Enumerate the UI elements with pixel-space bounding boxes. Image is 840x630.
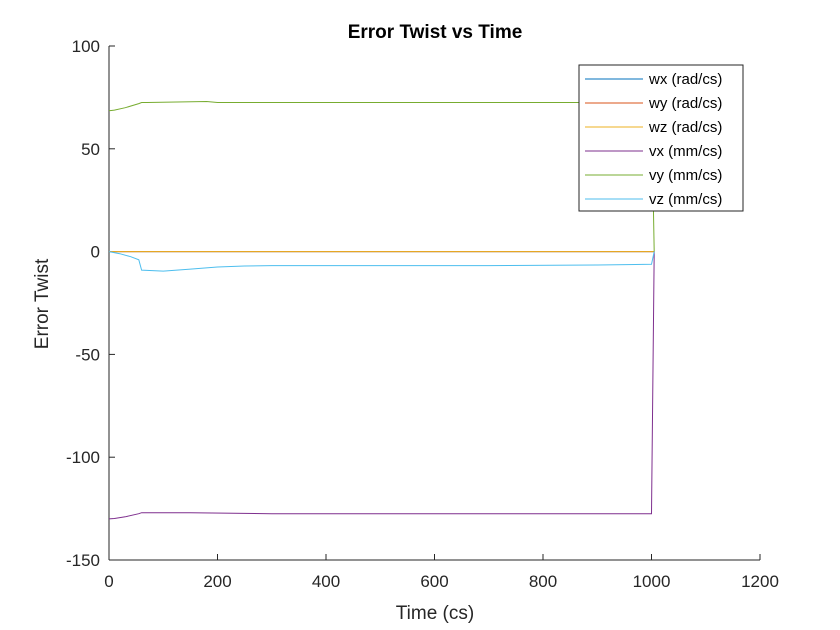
chart-legend: wx (rad/cs) wy (rad/cs) wz (rad/cs) vx (mm/… <box>578 64 744 212</box>
y-tick-label: 50 <box>81 140 100 159</box>
y-tick-label: -100 <box>66 448 100 467</box>
series-line-6 <box>108 251 655 272</box>
x-tick-label: 200 <box>203 572 231 591</box>
y-tick-label: 100 <box>72 37 100 56</box>
series-line-5 <box>108 100 655 252</box>
legend-label: wz (rad/cs) <box>648 119 722 136</box>
y-axis-label: Error Twist <box>32 258 53 349</box>
y-tick-label: -50 <box>75 345 100 364</box>
y-tick-label: -150 <box>66 551 100 570</box>
x-tick-label: 400 <box>312 572 340 591</box>
x-tick-label: 1000 <box>633 572 671 591</box>
legend-label: wx (rad/cs) <box>648 71 722 88</box>
chart-title: Error Twist vs Time <box>348 22 523 43</box>
legend-label: vx (mm/cs) <box>649 143 722 160</box>
legend-box <box>578 64 744 212</box>
y-tick-label: 0 <box>91 243 100 262</box>
x-tick-label: 600 <box>420 572 448 591</box>
plot-lines <box>108 100 655 520</box>
x-tick-label: 0 <box>104 572 113 591</box>
legend-label: vy (mm/cs) <box>649 167 722 184</box>
x-tick-label: 800 <box>529 572 557 591</box>
chart-axes: 0 200 400 600 800 1000 1200 -150 -100 -50 0 50 100 <box>66 37 779 591</box>
series-line-4 <box>108 251 655 520</box>
legend-label: wy (rad/cs) <box>648 95 722 112</box>
legend-label: vz (mm/cs) <box>649 191 722 208</box>
x-tick-label: 1200 <box>741 572 779 591</box>
x-axis-label: Time (cs) <box>396 603 474 624</box>
